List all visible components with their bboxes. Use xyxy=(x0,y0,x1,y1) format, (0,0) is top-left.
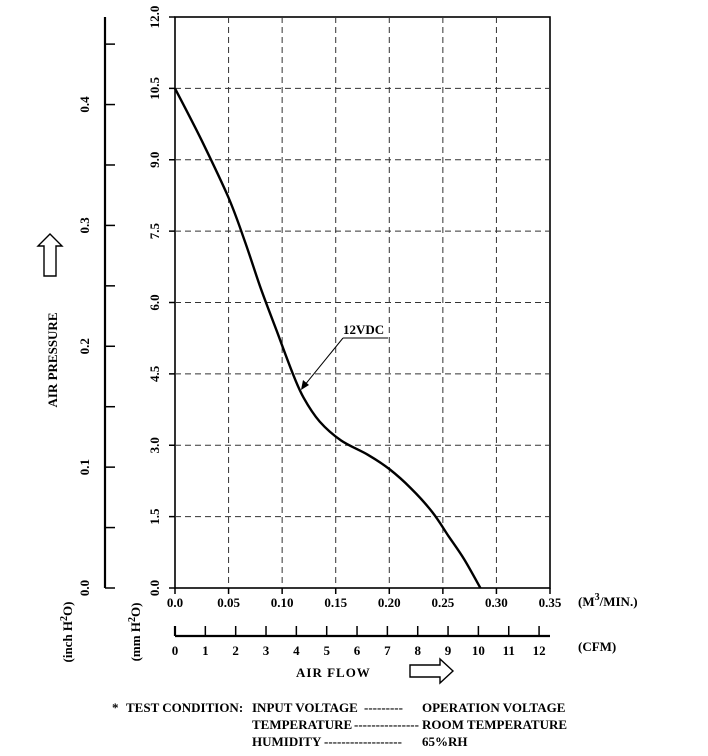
condition-value-temperature: ROOM TEMPERATURE xyxy=(422,717,567,732)
x-unit-primary: (M3/MIN.) xyxy=(578,592,638,609)
inch-tick-label: 0.4 xyxy=(77,96,92,113)
condition-dashes-temperature: --------------- xyxy=(354,717,419,732)
inch-tick-label: 0.1 xyxy=(77,459,92,475)
cfm-tick-label: 8 xyxy=(414,643,421,658)
inch-tick-label: 0.2 xyxy=(77,338,92,354)
cfm-tick-label: 7 xyxy=(384,643,391,658)
mm-axis-ticks: 0.0 1.5 3.0 4.5 6.0 7.5 9.0 10.5 12.0 xyxy=(147,6,175,596)
right-arrow-icon xyxy=(409,657,455,685)
mm-tick-label: 3.0 xyxy=(147,437,162,453)
x-tick-label: 0.10 xyxy=(271,595,294,610)
x-tick-label: 0.35 xyxy=(539,595,562,610)
up-arrow-icon xyxy=(36,233,64,277)
x-unit-secondary: (CFM) xyxy=(578,639,616,654)
cfm-tick-label: 3 xyxy=(263,643,270,658)
test-condition-star: * xyxy=(112,700,119,715)
condition-dashes-input-voltage: --------- xyxy=(364,700,403,715)
mm-tick-label: 9.0 xyxy=(147,152,162,168)
inch-tick-label: 0.3 xyxy=(77,217,92,234)
series-12vdc-line xyxy=(173,87,482,589)
condition-dashes-humidity: ------------------ xyxy=(324,734,402,749)
x-tick-label: 0.0 xyxy=(167,595,183,610)
mm-tick-label: 6.0 xyxy=(147,294,162,310)
cfm-tick-label: 5 xyxy=(323,643,330,658)
series-label-arrowhead xyxy=(301,380,309,390)
condition-label-temperature: TEMPERATURE xyxy=(252,717,352,732)
inch-tick-label: 0.0 xyxy=(77,580,92,596)
inch-axis-ticks: 0.0 0.1 0.2 0.3 0.4 xyxy=(77,43,115,596)
condition-value-input-voltage: OPERATION VOLTAGE xyxy=(422,700,565,715)
mm-tick-label: 0.0 xyxy=(147,580,162,596)
series-label-leader xyxy=(303,337,344,387)
series-12vdc-label: 12VDC xyxy=(343,322,384,337)
mm-tick-label: 4.5 xyxy=(147,365,162,382)
condition-label-input-voltage: INPUT VOLTAGE xyxy=(252,700,358,715)
x-tick-label: 0.25 xyxy=(431,595,454,610)
cfm-tick-label: 0 xyxy=(172,643,179,658)
cfm-tick-label: 9 xyxy=(445,643,452,658)
x-axis-ticks: 0.0 0.05 0.10 0.15 0.20 0.25 0.30 0.35 xyxy=(167,588,562,610)
grid xyxy=(175,17,550,588)
mm-tick-label: 1.5 xyxy=(147,508,162,525)
cfm-tick-label: 12 xyxy=(533,643,546,658)
cfm-tick-label: 4 xyxy=(293,643,300,658)
cfm-tick-label: 1 xyxy=(202,643,209,658)
cfm-tick-label: 6 xyxy=(354,643,361,658)
cfm-axis-ticks: 0 1 2 3 4 5 6 7 8 9 10 11 12 xyxy=(172,626,546,658)
mm-tick-label: 10.5 xyxy=(147,77,162,100)
x-tick-label: 0.20 xyxy=(378,595,401,610)
test-condition-heading: TEST CONDITION: xyxy=(126,700,243,715)
condition-value-humidity: 65%RH xyxy=(422,734,468,749)
y-unit-inch: (inch H2O) xyxy=(59,602,75,663)
plot-frame xyxy=(174,16,551,589)
x-axis-title: AIR FLOW xyxy=(296,665,371,680)
condition-label-humidity: HUMIDITY xyxy=(252,734,322,749)
cfm-tick-label: 11 xyxy=(503,643,515,658)
x-tick-label: 0.05 xyxy=(217,595,240,610)
x-tick-label: 0.15 xyxy=(324,595,347,610)
y-unit-mm: (mm H2O) xyxy=(127,603,143,662)
cfm-tick-label: 10 xyxy=(472,643,485,658)
mm-tick-label: 7.5 xyxy=(147,223,162,240)
y-axis-title: AIR PRESSURE xyxy=(45,313,60,408)
cfm-tick-label: 2 xyxy=(232,643,239,658)
x-tick-label: 0.30 xyxy=(485,595,508,610)
mm-tick-label: 12.0 xyxy=(147,6,162,29)
